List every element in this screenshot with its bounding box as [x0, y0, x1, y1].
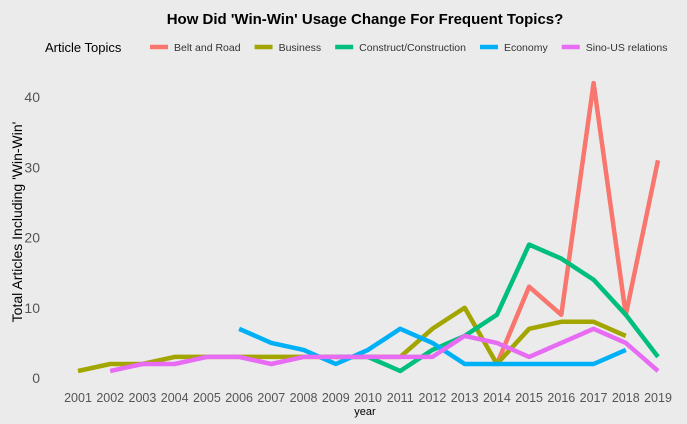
x-tick-label: 2018 [612, 391, 640, 405]
x-tick-label: 2001 [64, 391, 92, 405]
x-tick-label: 2006 [225, 391, 253, 405]
y-tick-label: 0 [32, 370, 40, 386]
legend-title: Article Topics [45, 40, 122, 55]
series-line [335, 242, 660, 374]
chart-title: How Did 'Win-Win' Usage Change For Frequ… [167, 11, 564, 28]
y-tick-label: 30 [24, 159, 40, 175]
x-tick-label: 2010 [354, 391, 382, 405]
legend: Article Topics Belt and Road Business Cons… [45, 40, 667, 55]
x-tick-label: 2009 [322, 391, 350, 405]
plot-lines [77, 80, 661, 374]
series-line [494, 80, 661, 365]
y-axis-label: Total Articles Including 'Win-Win' [9, 122, 25, 323]
x-tick-label: 2002 [96, 391, 124, 405]
y-tick-label: 10 [24, 300, 40, 316]
y-axis: 0 10 20 30 40 [24, 89, 40, 386]
legend-label: Economy [504, 42, 549, 54]
x-tick-label: 2016 [547, 391, 575, 405]
x-axis-label: year [354, 406, 376, 418]
x-tick-label: 2017 [580, 391, 608, 405]
x-tick-label: 2005 [193, 391, 221, 405]
x-tick-label: 2003 [129, 391, 157, 405]
x-axis: 2001 2002 2003 2004 2005 2006 2007 2008 2009 2010… [64, 391, 672, 405]
legend-label: Sino-US relations [586, 42, 668, 54]
x-tick-label: 2008 [290, 391, 318, 405]
x-tick-label: 2007 [257, 391, 285, 405]
x-tick-label: 2012 [419, 391, 447, 405]
x-tick-label: 2015 [515, 391, 543, 405]
x-tick-label: 2014 [483, 391, 511, 405]
x-tick-label: 2013 [451, 391, 479, 405]
y-tick-label: 20 [24, 230, 40, 246]
series-line [238, 326, 627, 367]
x-tick-label: 2004 [161, 391, 189, 405]
y-tick-label: 40 [24, 89, 40, 105]
x-tick-label: 2019 [644, 391, 672, 405]
legend-label: Business [279, 42, 322, 54]
legend-label: Belt and Road [174, 42, 241, 54]
series-line [77, 305, 627, 374]
x-tick-label: 2011 [387, 391, 414, 405]
series-line [109, 326, 660, 374]
legend-label: Construct/Construction [359, 42, 466, 54]
